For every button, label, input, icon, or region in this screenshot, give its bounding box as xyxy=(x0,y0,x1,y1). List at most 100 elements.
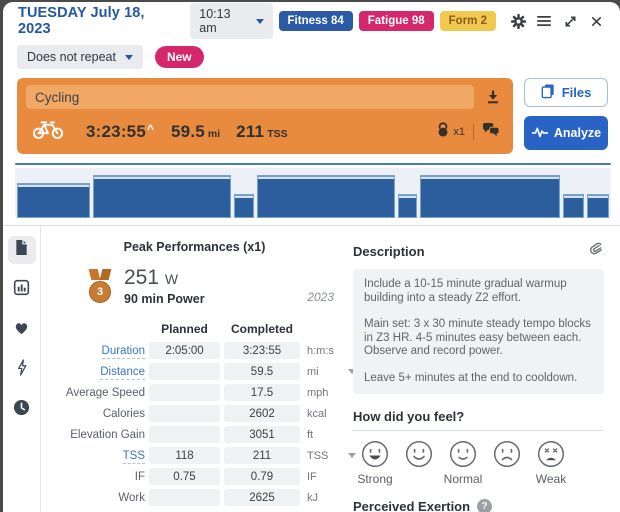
perceived-exertion-heading: Perceived Exertion xyxy=(353,499,471,512)
chevron-down-icon xyxy=(124,54,133,60)
stat-planned-value[interactable]: 118 xyxy=(149,447,220,464)
stat-label-tss[interactable]: TSS xyxy=(122,449,145,464)
peak-label: 90 min Power xyxy=(124,292,205,306)
section-divider xyxy=(3,225,620,226)
feel-normal-icon[interactable] xyxy=(449,440,477,468)
start-time-dropdown[interactable]: 10:13 am xyxy=(190,3,273,39)
paperclip-attachment-icon[interactable] xyxy=(588,241,604,261)
settings-gear-icon[interactable] xyxy=(509,12,527,30)
workout-title-input[interactable] xyxy=(26,85,474,109)
stat-planned-value[interactable] xyxy=(149,384,220,401)
caret-up-icon: ^ xyxy=(147,121,155,136)
stat-completed-value[interactable]: 3:23:55 xyxy=(224,342,300,359)
tab-time[interactable] xyxy=(8,396,36,424)
feel-tired-icon[interactable] xyxy=(493,440,521,468)
menu-hamburger-icon[interactable] xyxy=(535,12,553,30)
fatigue-badge[interactable]: Fatigue 98 xyxy=(358,11,434,31)
stat-unit: mph xyxy=(307,386,329,399)
stat-unit: mi xyxy=(307,365,319,378)
tab-power[interactable] xyxy=(8,356,36,384)
profile-segment xyxy=(17,183,90,218)
pulse-waveform-icon xyxy=(531,125,549,142)
stat-label-calories: Calories xyxy=(102,407,145,420)
clock-icon xyxy=(13,399,30,421)
stat-unit: ft xyxy=(307,428,314,441)
profile-segment xyxy=(563,194,584,218)
tab-heart-rate[interactable] xyxy=(8,316,36,344)
peak-performances-heading: Peak Performances (x1) xyxy=(123,240,266,254)
stat-completed-value[interactable]: 2602 xyxy=(224,405,300,422)
tss-stat[interactable]: 211 TSS xyxy=(236,122,287,142)
feel-weak-icon[interactable] xyxy=(537,440,565,468)
download-icon[interactable] xyxy=(474,89,504,105)
description-textarea[interactable]: Include a 10-15 minute gradual warmup bu… xyxy=(353,269,604,394)
files-button-label: Files xyxy=(561,85,592,100)
tss-value: 211 xyxy=(236,121,265,141)
kettlebell-icon xyxy=(436,121,450,143)
form-badge[interactable]: Form 2 xyxy=(439,11,496,31)
completed-column-header: Completed xyxy=(230,322,293,336)
stat-unit: IF xyxy=(307,470,317,483)
start-time-value: 10:13 am xyxy=(199,7,231,35)
divider xyxy=(353,430,604,431)
cycling-bike-icon xyxy=(32,118,64,145)
close-icon[interactable] xyxy=(587,12,605,30)
stat-unit: kcal xyxy=(307,407,327,420)
feel-good-icon[interactable] xyxy=(405,440,433,468)
distance-stat[interactable]: 59.5 mi xyxy=(171,122,220,142)
tab-charts[interactable] xyxy=(8,276,36,304)
chart-top-line xyxy=(15,163,611,165)
analyze-button[interactable]: Analyze xyxy=(524,116,608,150)
description-paragraph: Include a 10-15 minute gradual warmup bu… xyxy=(364,278,567,304)
profile-segment xyxy=(257,175,395,218)
bronze-medal-icon: 3 xyxy=(87,269,113,303)
stat-planned-value[interactable]: 2:05:00 xyxy=(149,342,220,359)
peak-unit: W xyxy=(164,271,179,287)
repeat-row: Does not repeat New xyxy=(3,42,620,72)
stats-table: Planned Completed Duration 2:05:00 3:23:55… xyxy=(53,322,356,506)
workout-profile-chart[interactable] xyxy=(15,163,611,218)
stat-completed-value[interactable]: 2625 xyxy=(224,489,300,506)
feel-strong-icon[interactable] xyxy=(361,440,389,468)
stat-planned-value[interactable] xyxy=(149,426,220,443)
stat-completed-value[interactable]: 3051 xyxy=(224,426,300,443)
stat-label-distance[interactable]: Distance xyxy=(100,365,145,380)
stat-completed-value[interactable]: 17.5 xyxy=(224,384,300,401)
stat-completed-value[interactable]: 211 xyxy=(224,447,300,464)
profile-segment xyxy=(420,175,560,218)
stat-completed-value[interactable]: 59.5 xyxy=(224,363,300,380)
feel-heading: How did you feel? xyxy=(353,409,465,424)
stat-label-duration[interactable]: Duration xyxy=(101,344,145,359)
unit-dropdown-icon[interactable] xyxy=(344,369,356,374)
workout-date: TUESDAY July 18, 2023 xyxy=(18,5,145,37)
description-paragraph: Leave 5+ minutes at the end to cooldown. xyxy=(364,371,578,384)
stat-completed-value[interactable]: 0.79 xyxy=(224,468,300,485)
unit-dropdown-icon[interactable] xyxy=(344,453,356,458)
new-badge: New xyxy=(154,46,204,68)
peak-year: 2023 xyxy=(307,290,334,304)
repeat-dropdown-value: Does not repeat xyxy=(27,50,116,64)
divider xyxy=(473,123,474,140)
document-icon xyxy=(14,239,29,261)
tab-summary[interactable] xyxy=(7,236,36,264)
comments-icon[interactable] xyxy=(482,122,500,142)
stat-planned-value[interactable] xyxy=(149,363,220,380)
stat-label-elevation-gain: Elevation Gain xyxy=(70,428,145,441)
stat-planned-value[interactable] xyxy=(149,489,220,506)
profile-segment xyxy=(398,194,417,218)
medal-rank: 3 xyxy=(89,281,111,303)
repeat-dropdown[interactable]: Does not repeat xyxy=(17,45,143,69)
stat-planned-value[interactable]: 0.75 xyxy=(149,468,220,485)
files-button[interactable]: Files xyxy=(524,78,608,107)
peak-value: 251 xyxy=(124,266,160,289)
stat-label-if: IF xyxy=(134,470,145,483)
expand-icon[interactable] xyxy=(561,12,579,30)
stat-unit: h:m:s xyxy=(307,344,334,357)
summary-right-panel: Description Include a 10-15 minute gradu… xyxy=(344,226,620,512)
help-question-icon[interactable]: ? xyxy=(477,499,493,512)
stat-planned-value[interactable] xyxy=(149,405,220,422)
athlete-count-button[interactable]: x1 xyxy=(436,121,465,143)
fitness-badge[interactable]: Fitness 84 xyxy=(278,11,353,31)
tss-unit: TSS xyxy=(267,127,288,140)
duration-stat[interactable]: 3:23:55^ xyxy=(86,122,154,142)
